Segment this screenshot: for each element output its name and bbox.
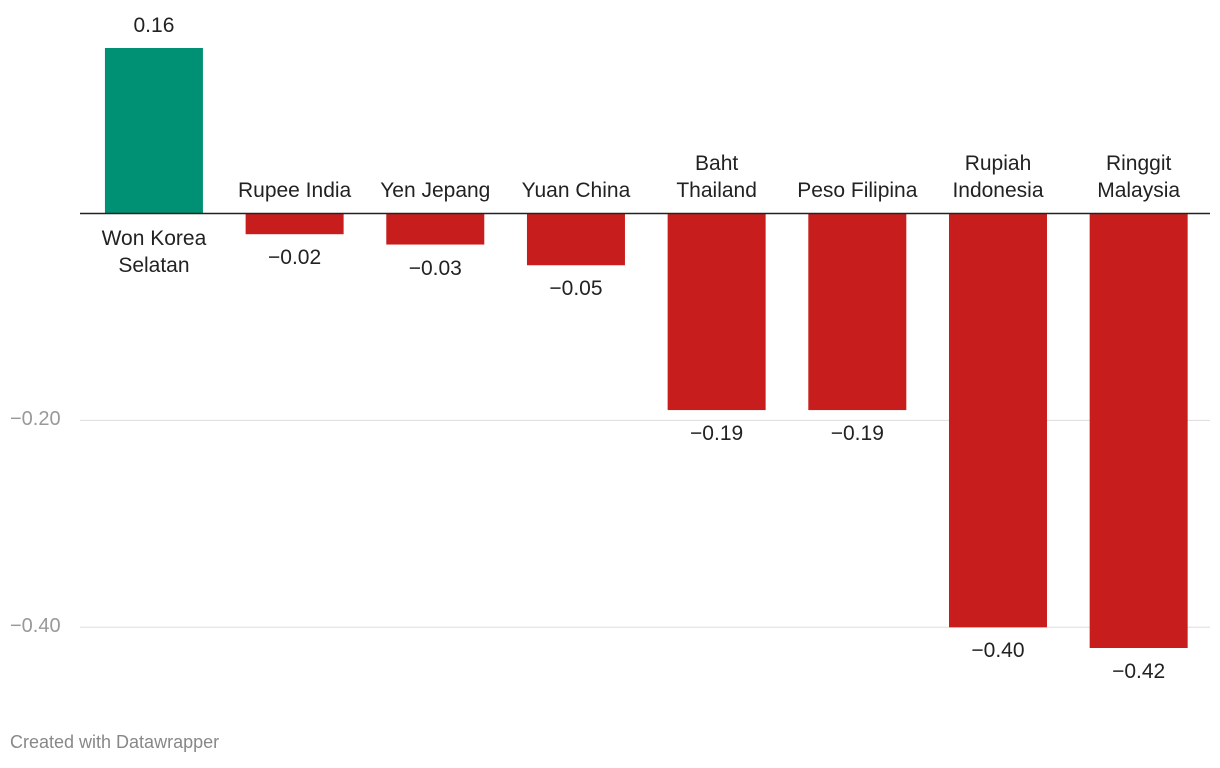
bar	[1089, 213, 1188, 648]
value-label: −0.05	[549, 277, 603, 301]
bar	[104, 48, 203, 214]
value-label: −0.40	[971, 639, 1025, 663]
category-label: Yuan China	[521, 178, 631, 202]
value-label: 0.16	[133, 14, 175, 37]
category-label: Won Korea Selatan	[101, 226, 207, 277]
value-label: −0.19	[830, 422, 884, 446]
y-tick-label: −0.40	[10, 615, 61, 638]
bar	[948, 213, 1047, 628]
bar	[808, 213, 907, 411]
footer: Created with Datawrapper	[10, 732, 220, 752]
category-label: Baht Thailand	[676, 151, 757, 202]
bar	[245, 213, 344, 235]
category-label: Yen Jepang	[380, 178, 491, 202]
category-label: Peso Filipina	[797, 178, 918, 202]
category-label: Rupee India	[237, 178, 352, 202]
category-label: Rupiah Indonesia	[952, 151, 1044, 202]
value-label: −0.02	[268, 246, 322, 270]
value-label: −0.03	[408, 256, 462, 280]
y-tick-label: −0.20	[10, 408, 61, 431]
value-label: −0.19	[690, 422, 744, 446]
category-label: Ringgit Malaysia	[1097, 151, 1181, 202]
bar	[667, 213, 766, 411]
bar	[386, 213, 485, 245]
bar	[526, 213, 625, 266]
value-label: −0.42	[1112, 660, 1166, 683]
